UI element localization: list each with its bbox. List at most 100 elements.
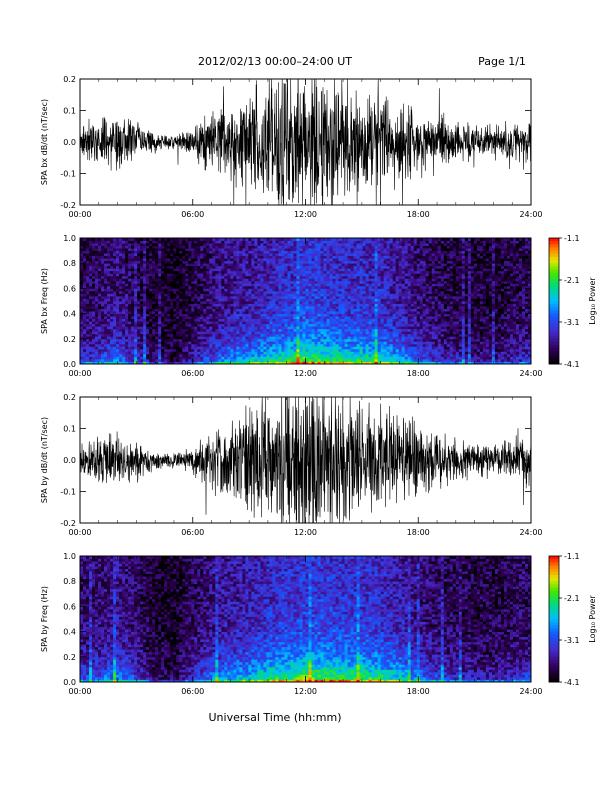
spectrogram-cell: [341, 308, 345, 312]
spectrogram-cell: [281, 338, 285, 342]
spectrogram-cell: [314, 321, 318, 325]
spectrogram-cell: [128, 356, 132, 360]
spectrogram-cell: [344, 270, 348, 274]
spectrogram-cell: [227, 265, 231, 269]
spectrogram-cell: [107, 270, 111, 274]
spectrogram-cell: [149, 240, 153, 244]
spectrogram-cell: [149, 336, 153, 340]
spectrogram-cell: [308, 306, 312, 309]
spectrogram-cell: [350, 263, 355, 267]
spectrogram-cell: [326, 290, 330, 294]
y-tick-label: 0.0: [63, 138, 76, 147]
spectrogram-cell: [371, 308, 376, 312]
spectrogram-cell: [257, 346, 261, 350]
spectrogram-cell: [212, 280, 216, 284]
spectrogram-cell: [176, 248, 180, 251]
spectrogram-cell: [359, 333, 364, 337]
spectrogram-cell: [260, 333, 264, 337]
spectrogram-cell: [167, 356, 171, 360]
spectrogram-cell: [236, 346, 240, 350]
spectrogram-cell: [296, 323, 300, 327]
spectrogram-cell: [332, 250, 336, 254]
spectrogram-cell: [266, 313, 270, 317]
spectrogram-cell: [269, 303, 273, 307]
spectrogram-cell: [107, 351, 111, 355]
spectrogram-cell: [236, 260, 240, 264]
spectrogram-cell: [296, 303, 300, 307]
spectrogram-cell: [281, 341, 285, 345]
spectrogram-cell: [353, 288, 358, 292]
spectrogram-cell: [200, 361, 204, 365]
spectrogram-cell: [113, 323, 117, 327]
spectrogram-cell: [368, 248, 373, 251]
spectrogram-cell: [362, 323, 367, 327]
spectrogram-cell: [299, 328, 303, 332]
spectrogram-cell: [356, 301, 361, 304]
spectrogram-cell: [224, 238, 228, 241]
spectrogram-cell: [233, 321, 237, 325]
spectrogram-cell: [371, 321, 376, 325]
spectrogram-cell: [113, 248, 117, 251]
spectrogram-cell: [281, 263, 285, 267]
spectrogram-cell: [341, 348, 345, 352]
spectrogram-cell: [209, 348, 213, 352]
spectrogram-cell: [224, 243, 228, 246]
spectrogram-cell: [182, 243, 186, 246]
spectrogram-cell: [332, 275, 336, 279]
spectrogram-cell: [149, 316, 153, 320]
spectrogram-cell: [164, 268, 168, 272]
spectrogram-cell: [203, 293, 207, 297]
spectrogram-cell: [146, 265, 150, 269]
spectrogram-cell: [140, 308, 144, 312]
spectrogram-cell: [146, 303, 150, 307]
spectrogram-cell: [263, 250, 267, 254]
spectrogram-cell: [350, 270, 355, 274]
spectrogram-cell: [257, 348, 261, 352]
spectrogram-cell: [368, 260, 373, 264]
spectrogram-cell: [173, 343, 177, 347]
spectrogram-cell: [344, 311, 348, 314]
spectrogram-cell: [110, 245, 114, 249]
spectrogram-cell: [110, 346, 114, 350]
spectrogram-cell: [164, 280, 168, 284]
spectrogram-cell: [368, 245, 373, 249]
spectrogram-cell: [119, 341, 123, 345]
spectrogram-cell: [116, 338, 120, 342]
spectrogram-cell: [212, 343, 216, 347]
spectrogram-cell: [116, 283, 120, 287]
spectrogram-cell: [305, 321, 309, 325]
spectrogram-cell: [317, 338, 321, 342]
spectrogram-cell: [359, 321, 364, 325]
spectrogram-cell: [185, 255, 189, 259]
spectrogram-cell: [365, 346, 370, 350]
spectrogram-cell: [266, 245, 270, 249]
spectrogram-cell: [167, 255, 171, 259]
spectrogram-cell: [359, 316, 364, 320]
spectrogram-cell: [200, 263, 204, 267]
spectrogram-cell: [203, 250, 207, 254]
spectrogram-cell: [188, 250, 192, 254]
spectrogram-cell: [140, 238, 144, 241]
spectrogram-cell: [92, 333, 96, 337]
spectrogram-cell: [146, 338, 150, 342]
spectrogram-cell: [176, 243, 180, 246]
spectrogram-cell: [134, 293, 138, 297]
spectrogram-cell: [134, 311, 138, 314]
spectrogram-cell: [131, 333, 135, 337]
spectrogram-cell: [164, 326, 168, 330]
spectrogram-cell: [188, 328, 192, 332]
spectrogram-cell: [347, 245, 351, 249]
spectrogram-cell: [146, 295, 150, 299]
spectrogram-cell: [248, 238, 252, 241]
spectrogram-cell: [119, 303, 123, 307]
spectrogram-cell: [194, 298, 198, 302]
spectrogram-cell: [140, 243, 144, 246]
spectrogram-cell: [113, 328, 117, 332]
spectrogram-cell: [320, 316, 324, 320]
spectrogram-cell: [215, 283, 219, 287]
spectrogram-cell: [188, 331, 192, 335]
spectrogram-cell: [170, 295, 174, 299]
spectrogram-cell: [356, 255, 361, 259]
spectrogram-cell: [95, 245, 99, 249]
spectrogram-cell: [224, 280, 228, 284]
